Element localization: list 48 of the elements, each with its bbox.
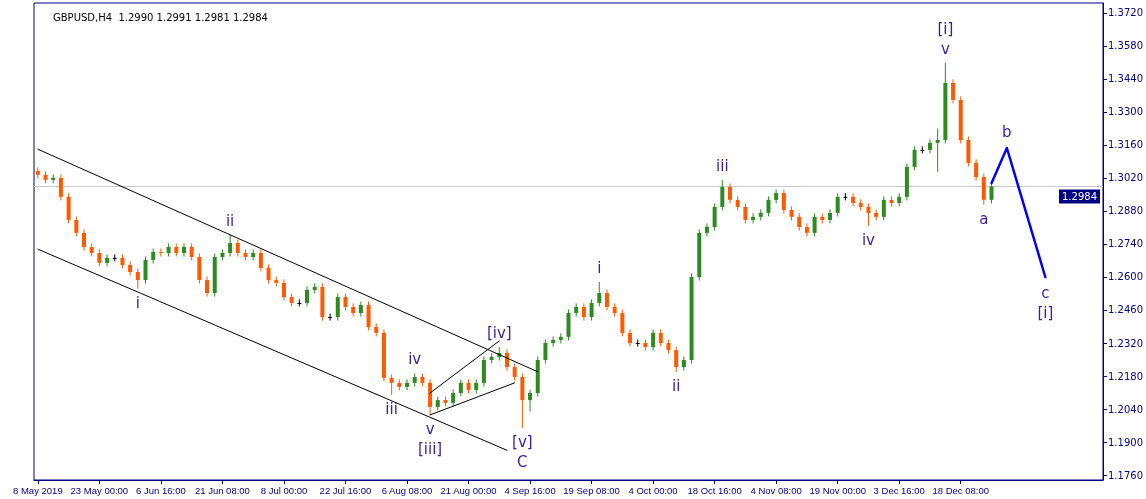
data-label: c [i]: [1037, 283, 1054, 322]
text: i: [135, 293, 140, 312]
text: [v] C: [512, 432, 533, 471]
y-tick-label: 1.1900: [1108, 436, 1144, 448]
ref-line-label: 1.2984: [1062, 190, 1098, 202]
x-tick-label: 18 Dec 08:00: [932, 484, 989, 496]
x-tick-label: 19 Nov 00:00: [809, 484, 866, 496]
y-tick-label: 1.3300: [1108, 106, 1144, 118]
text: iv: [861, 231, 875, 250]
x-tick-label: 4 Oct 00:00: [628, 484, 678, 496]
text: iii: [716, 156, 729, 175]
text: GBPUSD,H4 1.2990 1.2991 1.2981 1.2984: [53, 11, 268, 23]
text: ii: [225, 212, 235, 231]
text: iii: [385, 399, 398, 418]
x-tick-label: 6 Aug 08:00: [381, 484, 433, 496]
x-tick-label: 23 May 00:00: [70, 484, 129, 496]
text: iv: [408, 350, 422, 369]
x-tick-label: 3 Dec 16:00: [873, 484, 925, 496]
y-tick-label: 1.2460: [1108, 304, 1144, 316]
y-tick-label: 1.2740: [1108, 238, 1144, 250]
x-tick-label: 6 Jun 16:00: [136, 484, 186, 496]
text: v [iii]: [417, 419, 443, 458]
y-tick-label: 1.3580: [1108, 40, 1144, 52]
x-tick-label: 21 Jun 08:00: [194, 484, 250, 496]
y-tick-label: 1.1760: [1108, 469, 1144, 481]
y-tick-label: 1.2320: [1108, 337, 1144, 349]
text: a: [979, 209, 989, 228]
x-tick-label: 4 Nov 08:00: [750, 484, 802, 496]
text: [iv]: [486, 324, 512, 343]
y-tick-label: 1.3160: [1108, 139, 1144, 151]
text: i: [597, 258, 602, 277]
x-tick-label: 8 Jul 00:00: [260, 484, 308, 496]
x-tick-label: 8 May 2019: [13, 484, 63, 496]
data-label: b: [1002, 123, 1012, 142]
x-tick-label: 18 Oct 16:00: [687, 484, 742, 496]
text: [i] v: [937, 19, 954, 58]
x-tick-label: 19 Sep 08:00: [563, 484, 620, 496]
y-tick-label: 1.3720: [1108, 7, 1144, 19]
text: ii: [672, 377, 681, 396]
y-tick-label: 1.2880: [1108, 205, 1144, 217]
x-tick-label: 21 Aug 00:00: [440, 484, 497, 496]
x-tick-label: 4 Sep 16:00: [504, 484, 556, 496]
y-tick-label: 1.2040: [1108, 403, 1144, 415]
y-tick-label: 1.3020: [1108, 172, 1144, 184]
x-tick-label: 22 Jul 16:00: [319, 484, 372, 496]
y-tick-label: 1.2180: [1108, 370, 1144, 382]
y-tick-label: 1.2600: [1108, 271, 1144, 283]
y-tick-label: 1.3440: [1108, 73, 1144, 85]
